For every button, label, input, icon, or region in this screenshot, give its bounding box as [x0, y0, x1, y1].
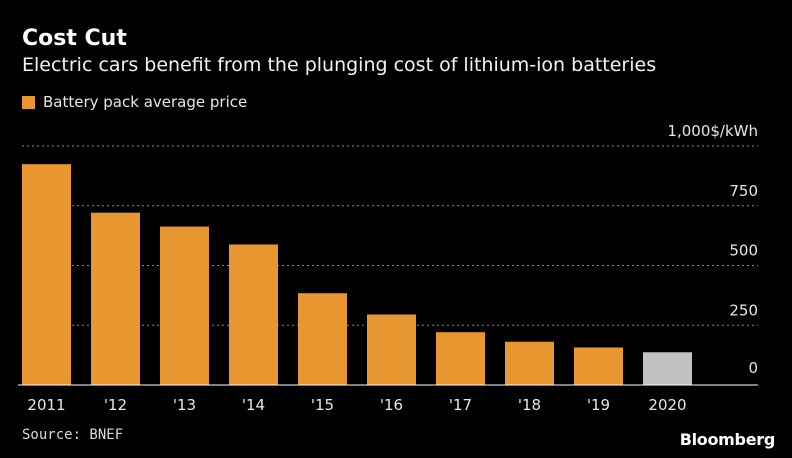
x-tick-label: 2011: [27, 396, 65, 414]
x-tick-label: '16: [380, 396, 403, 414]
x-tick-label: '13: [173, 396, 196, 414]
y-tick-label: 1,000$/kWh: [667, 122, 758, 140]
x-tick-label: '19: [587, 396, 610, 414]
bar: [436, 332, 485, 385]
bar: [229, 244, 278, 385]
legend-label: Battery pack average price: [43, 93, 248, 111]
bar: [505, 341, 554, 385]
bar: [160, 226, 209, 385]
bar: [91, 212, 140, 385]
source-note: Source: BNEF: [22, 427, 124, 443]
x-tick-label: 2020: [648, 396, 686, 414]
x-tick-label: '12: [104, 396, 127, 414]
bar: [367, 314, 416, 385]
y-tick-label: 750: [729, 182, 758, 200]
bar: [643, 352, 692, 385]
bloomberg-logo: Bloomberg: [679, 430, 776, 449]
legend-swatch: [22, 95, 35, 109]
legend: Battery pack average price: [22, 92, 247, 112]
chart-subtitle: Electric cars benefit from the plunging …: [22, 54, 657, 76]
bar: [22, 164, 71, 385]
chart-title: Cost Cut: [22, 26, 127, 51]
bar: [298, 293, 347, 385]
x-tick-label: '15: [311, 396, 334, 414]
x-tick-label: '18: [518, 396, 541, 414]
x-tick-label: '17: [449, 396, 472, 414]
y-tick-label: 500: [729, 242, 758, 260]
y-tick-label: 250: [729, 301, 758, 319]
x-tick-label: '14: [242, 396, 265, 414]
y-tick-label: 0: [748, 359, 758, 377]
bar: [574, 347, 623, 385]
